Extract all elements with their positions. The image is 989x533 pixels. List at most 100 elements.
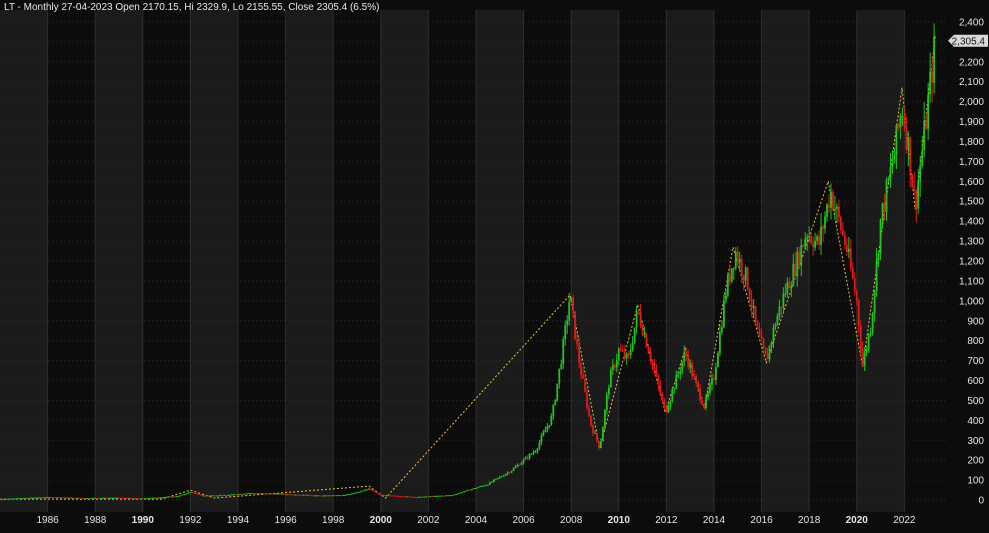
- candle-body: [42, 497, 45, 499]
- candle-body: [838, 206, 840, 218]
- candle-body: [429, 496, 432, 498]
- candle-body: [393, 495, 396, 497]
- candle-body: [588, 407, 590, 416]
- candle-body: [847, 248, 850, 253]
- candle-body: [64, 497, 67, 499]
- candle-body: [334, 495, 337, 497]
- candle-body: [758, 328, 761, 336]
- candle-body: [1, 498, 3, 500]
- candle-body: [603, 410, 606, 428]
- candle-body: [26, 497, 29, 499]
- candle-body: [254, 493, 257, 495]
- candle-body: [34, 497, 37, 499]
- candle-body: [818, 236, 820, 245]
- candle-body: [385, 495, 388, 497]
- y-axis: 2,4002,3002,2002,1002,0001,9001,8001,700…: [959, 17, 984, 506]
- candle-body: [183, 494, 186, 496]
- candle-body: [270, 493, 273, 495]
- candle-body: [256, 493, 259, 495]
- candle-body: [312, 495, 315, 497]
- candle-body: [506, 472, 509, 475]
- candle-body: [784, 293, 787, 295]
- candle-body: [746, 267, 749, 290]
- candle-body: [227, 494, 229, 496]
- candle-body: [552, 405, 555, 416]
- candle-body: [3, 498, 5, 500]
- candle-body: [592, 425, 594, 433]
- candle-body: [423, 496, 426, 498]
- candle-body: [268, 493, 271, 495]
- candle-body: [832, 192, 834, 210]
- candle-body: [14, 498, 17, 500]
- x-tick-label: 1994: [227, 515, 250, 526]
- candle-body: [724, 295, 727, 301]
- candle-body: [264, 493, 267, 495]
- candle-body: [7, 498, 9, 500]
- candle-body: [28, 497, 31, 499]
- candlestick-series: [0, 23, 936, 501]
- candle-body: [605, 394, 608, 411]
- candle-body: [534, 451, 537, 453]
- y-tick-label: 900: [967, 316, 984, 327]
- candle-body: [836, 206, 838, 209]
- candle-body: [546, 426, 549, 431]
- candle-body: [306, 494, 309, 496]
- candle-body: [187, 492, 190, 494]
- candle-body: [354, 492, 356, 494]
- candle-body: [697, 381, 699, 389]
- candle-body: [933, 36, 936, 83]
- candle-body: [752, 305, 755, 308]
- candle-body: [128, 497, 130, 499]
- candle-body: [320, 495, 323, 497]
- candle-body: [397, 495, 400, 497]
- candle-body: [96, 497, 99, 499]
- candle-body: [477, 487, 479, 489]
- candle-body: [80, 497, 83, 499]
- candle-body: [233, 494, 235, 496]
- candle-body: [409, 496, 412, 498]
- candle-body: [304, 494, 307, 496]
- candle-body: [554, 400, 557, 406]
- candle-body: [681, 362, 684, 372]
- candle-body: [167, 496, 170, 498]
- candle-body: [641, 325, 644, 336]
- candle-body: [685, 352, 688, 356]
- candle-body: [0, 499, 1, 501]
- candle-body: [736, 251, 739, 263]
- candle-body: [490, 481, 493, 483]
- candle-body: [776, 315, 779, 326]
- candle-body: [213, 495, 216, 497]
- candle-body: [364, 489, 366, 491]
- candle-body: [193, 492, 196, 494]
- candle-body: [18, 498, 21, 500]
- candle-body: [247, 493, 249, 495]
- candle-body: [338, 495, 341, 497]
- candle-body: [586, 391, 588, 408]
- x-tick-label: 2006: [512, 515, 535, 526]
- candle-body: [76, 497, 79, 499]
- candle-body: [627, 353, 630, 356]
- candle-body: [88, 497, 91, 499]
- candle-body: [131, 498, 134, 500]
- candle-body: [903, 116, 906, 128]
- candle-body: [371, 490, 374, 492]
- candle-body: [778, 306, 781, 316]
- candle-body: [461, 492, 463, 494]
- candle-body: [845, 245, 848, 253]
- candle-body: [258, 493, 261, 495]
- candle-body: [865, 348, 868, 353]
- y-tick-label: 200: [967, 456, 984, 467]
- candle-body: [296, 494, 299, 496]
- x-tick-label: 2008: [560, 515, 583, 526]
- candle-body: [556, 383, 559, 401]
- candle-body: [425, 496, 428, 498]
- year-band: [0, 10, 48, 512]
- y-tick-label: 2,200: [959, 57, 984, 68]
- candle-body: [365, 489, 368, 491]
- candle-body: [108, 497, 110, 499]
- candle-body: [373, 490, 376, 492]
- x-tick-label: 2014: [703, 515, 726, 526]
- candle-body: [492, 479, 495, 482]
